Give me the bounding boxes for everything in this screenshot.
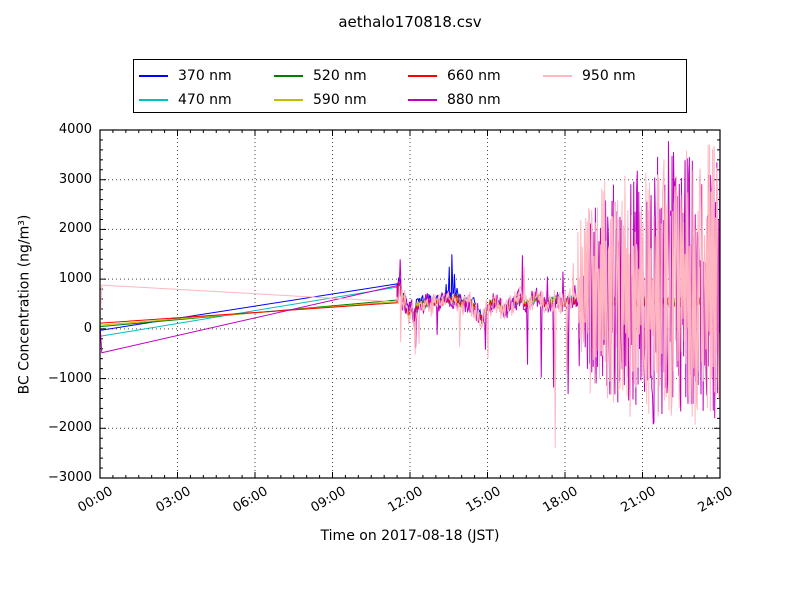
legend-line-520nm-icon (274, 75, 303, 77)
legend-entry-520nm: 520 nm (274, 64, 367, 88)
legend-line-880nm-icon (408, 99, 437, 101)
legend-entry-470nm: 470 nm (139, 88, 232, 112)
legend-line-950nm-icon (543, 75, 572, 77)
y-tick-label: −3000 (48, 470, 92, 485)
y-tick-label: 0 (83, 320, 92, 336)
y-axis-label: BC Concentration (ng/m³) (16, 214, 33, 395)
legend-label-470nm: 470 nm (178, 92, 232, 108)
legend-entry-950nm: 950 nm (543, 64, 636, 88)
legend-line-470nm-icon (139, 99, 168, 101)
legend-label-880nm: 880 nm (447, 92, 501, 108)
legend-label-520nm: 520 nm (313, 68, 367, 84)
y-tick-label: 1000 (58, 271, 92, 287)
legend-label-950nm: 950 nm (582, 68, 636, 84)
y-tick-label: −2000 (48, 420, 92, 436)
y-tick-label: 4000 (58, 122, 92, 137)
y-tick-label: 3000 (58, 171, 92, 187)
chart-title: aethalo170818.csv (338, 13, 482, 31)
series-950nm-line (100, 144, 720, 449)
x-axis-label: Time on 2017-08-18 (JST) (320, 528, 500, 544)
axes-frame (99, 129, 721, 479)
legend-entry-660nm: 660 nm (408, 64, 501, 88)
legend-entry-880nm: 880 nm (408, 88, 501, 112)
legend: 370 nm 470 nm 520 nm 590 nm 660 nm 880 n… (133, 59, 687, 113)
legend-line-590nm-icon (274, 99, 303, 101)
legend-label-590nm: 590 nm (313, 92, 367, 108)
y-tick-label: −1000 (48, 370, 92, 386)
legend-label-370nm: 370 nm (178, 68, 232, 84)
y-tick-label: 2000 (58, 221, 92, 237)
legend-entry-590nm: 590 nm (274, 88, 367, 112)
legend-entry-370nm: 370 nm (139, 64, 232, 88)
legend-line-660nm-icon (408, 75, 437, 77)
legend-line-370nm-icon (139, 75, 168, 77)
legend-label-660nm: 660 nm (447, 68, 501, 84)
